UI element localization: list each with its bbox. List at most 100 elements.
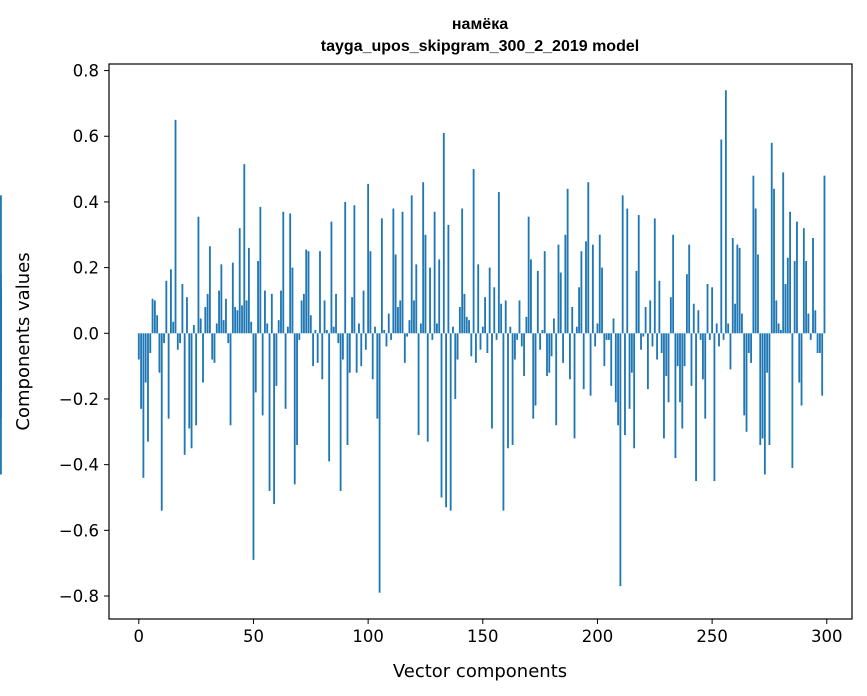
- bar: [504, 300, 507, 334]
- bar: [653, 218, 656, 334]
- bar: [238, 228, 241, 334]
- bar: [575, 326, 578, 334]
- bar: [456, 333, 459, 360]
- bar: [245, 300, 248, 334]
- bar: [149, 333, 152, 353]
- bar: [429, 267, 431, 334]
- bar: [183, 333, 186, 455]
- y-tick-label: 0.4: [73, 193, 99, 212]
- bar: [147, 333, 149, 442]
- bar: [695, 333, 697, 482]
- bar: [481, 326, 484, 334]
- bar: [406, 333, 409, 337]
- bar: [633, 333, 636, 449]
- bar: [800, 333, 803, 406]
- bar: [773, 188, 775, 334]
- bar: [727, 323, 730, 334]
- bar: [179, 333, 181, 344]
- bar: [569, 333, 571, 380]
- bar: [369, 251, 372, 334]
- bar: [314, 330, 317, 334]
- bar: [796, 221, 798, 334]
- bar: [536, 270, 539, 334]
- bar: [153, 300, 156, 334]
- plot-frame: [108, 63, 853, 620]
- bar: [552, 318, 555, 334]
- bar: [814, 310, 817, 334]
- bar: [215, 323, 218, 334]
- bar: [802, 228, 805, 334]
- bar: [355, 333, 358, 373]
- bar: [376, 333, 379, 419]
- bar: [649, 300, 652, 334]
- bar: [793, 261, 796, 334]
- x-axis-ticks: 0 50 100 150 200 250 300: [134, 619, 843, 646]
- bar: [218, 290, 220, 334]
- y-tick-label: 0.0: [73, 324, 99, 343]
- bar: [692, 303, 695, 334]
- bar: [468, 320, 470, 334]
- y-tick-label: 0.6: [73, 127, 99, 146]
- bar: [559, 272, 562, 334]
- bar: [291, 267, 294, 334]
- bar: [176, 333, 179, 350]
- bar: [413, 300, 415, 334]
- bar-series: [0, 90, 826, 593]
- bar: [541, 330, 544, 334]
- bar: [807, 313, 810, 334]
- bar: [626, 208, 629, 334]
- bar: [0, 195, 2, 334]
- bar: [204, 307, 207, 334]
- bar: [321, 333, 324, 380]
- bar: [208, 246, 211, 334]
- bar: [601, 267, 603, 334]
- bar: [557, 244, 560, 334]
- bar: [431, 333, 434, 340]
- bar: [472, 169, 475, 334]
- bar: [743, 333, 746, 416]
- bar: [759, 333, 762, 445]
- bar: [181, 284, 184, 334]
- bar: [332, 326, 335, 334]
- bar: [656, 333, 658, 360]
- bar: [690, 333, 693, 386]
- bar: [305, 249, 308, 334]
- bar: [497, 192, 500, 334]
- bar: [465, 316, 468, 334]
- bar: [637, 215, 640, 334]
- bar: [539, 333, 542, 350]
- bar: [532, 333, 535, 419]
- bar: [312, 333, 315, 367]
- bar: [422, 182, 425, 334]
- bar: [358, 323, 360, 334]
- bar: [463, 293, 466, 334]
- bar: [724, 90, 727, 334]
- bar: [594, 333, 597, 347]
- bar: [674, 333, 677, 459]
- bar: [791, 333, 794, 468]
- bar: [284, 333, 287, 409]
- x-tick-label: 0: [134, 627, 145, 646]
- bar: [734, 303, 736, 334]
- bar: [596, 323, 599, 334]
- bar: [293, 333, 296, 485]
- bar: [816, 333, 819, 353]
- bar: [628, 333, 631, 409]
- bar: [323, 300, 326, 334]
- bar: [491, 333, 493, 429]
- bar: [234, 307, 237, 334]
- bar: [243, 164, 246, 334]
- bar: [445, 333, 448, 508]
- bar: [202, 333, 204, 383]
- bar: [619, 333, 622, 587]
- bar: [362, 290, 365, 334]
- bar: [371, 333, 374, 380]
- bar: [745, 333, 748, 432]
- bar: [247, 247, 250, 334]
- bar: [518, 300, 521, 334]
- bar: [663, 333, 665, 439]
- bar: [598, 234, 601, 334]
- bar: [364, 333, 367, 350]
- bar: [337, 333, 340, 344]
- bar: [546, 333, 548, 376]
